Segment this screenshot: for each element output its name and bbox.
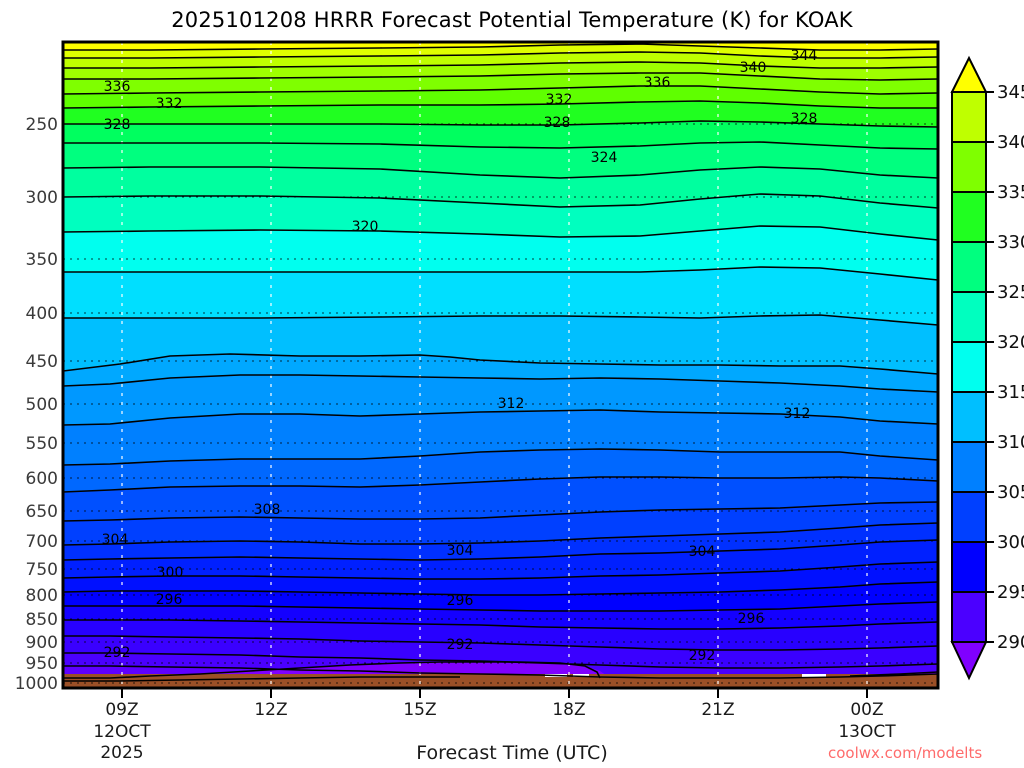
contour-label: 332 (156, 96, 183, 112)
svg-text:296: 296 (447, 593, 474, 609)
contour-label: 336 (644, 75, 671, 91)
x-date-label: 13OCT (838, 722, 896, 742)
svg-text:332: 332 (156, 96, 183, 112)
contour-label: 324 (591, 150, 618, 166)
contour-label-text: 344 (791, 48, 818, 64)
contour-label: 328 (104, 117, 131, 133)
contour-label: 344 (791, 48, 818, 64)
svg-text:328: 328 (104, 117, 131, 133)
plot-frame (61, 40, 940, 690)
colorbar-tick-label: 315 (997, 382, 1024, 403)
contour-lines (63, 43, 938, 682)
contour-label: 296 (738, 611, 765, 627)
colorbar-tick-label: 290 (997, 632, 1024, 653)
svg-text:292: 292 (447, 637, 474, 653)
y-tick-label: 900 (26, 633, 58, 653)
colorbar-tick-label: 310 (997, 432, 1024, 453)
colorbar-tick-label: 305 (997, 482, 1024, 503)
contour-label: 304 (689, 544, 716, 560)
y-tick-label: 400 (26, 304, 58, 324)
contour-label: 292 (689, 648, 716, 664)
horizontal-gridlines (63, 123, 938, 684)
contour-label: 308 (254, 502, 281, 518)
x-tick-label: 15Z (403, 700, 436, 720)
watermark-link[interactable]: coolwx.com/modelts (828, 744, 983, 762)
svg-text:324: 324 (591, 150, 618, 166)
y-tick-label: 500 (26, 395, 58, 415)
x-tick-label: 12Z (254, 700, 287, 720)
contour-label: 292 (447, 637, 474, 653)
y-tick-label: 450 (26, 352, 58, 372)
x-tick-label: 21Z (701, 700, 734, 720)
contour-label: 336 (104, 79, 131, 95)
contour-label: 296 (447, 593, 474, 609)
svg-text:312: 312 (498, 396, 525, 412)
svg-text:304: 304 (689, 544, 716, 560)
contour-label: 328 (791, 111, 818, 127)
svg-text:340: 340 (740, 60, 767, 76)
svg-text:296: 296 (738, 611, 765, 627)
y-tick-label: 550 (26, 434, 58, 454)
y-tick-label: 600 (26, 469, 58, 489)
svg-text:320: 320 (352, 219, 379, 235)
colorbar-tick-label: 330 (997, 232, 1024, 253)
x-date-label: 12OCT (93, 722, 151, 742)
contour-label: 312 (784, 406, 811, 422)
contour-label: 328 (544, 115, 571, 131)
contour-label: 304 (447, 543, 474, 559)
svg-text:336: 336 (644, 75, 671, 91)
colorbar-tick-label: 325 (997, 282, 1024, 303)
svg-text:336: 336 (104, 79, 131, 95)
page-title: 2025101208 HRRR Forecast Potential Tempe… (171, 8, 853, 32)
x-axis: 09Z 12Z 15Z 18Z 21Z 00Z 12OCT 2025 13OCT (93, 688, 896, 763)
y-axis: 250 300 350 400 450 500 550 600 650 700 … (15, 115, 58, 694)
colorbar-tick-label: 320 (997, 332, 1024, 353)
x-tick-label: 18Z (552, 700, 585, 720)
contour-label: 332 (546, 92, 573, 108)
y-tick-label: 650 (26, 502, 58, 522)
y-tick-label: 300 (26, 188, 58, 208)
svg-text:296: 296 (156, 592, 183, 608)
colorbar-tick-label: 345 (997, 82, 1024, 103)
contour-label: 304 (102, 532, 129, 548)
y-tick-label: 950 (26, 654, 58, 674)
contour-label: 340 (740, 60, 767, 76)
contour-label: 312 (498, 396, 525, 412)
svg-text:332: 332 (546, 92, 573, 108)
colorbar-tick-label: 300 (997, 532, 1024, 553)
contour-label: 320 (352, 219, 379, 235)
svg-text:328: 328 (791, 111, 818, 127)
x-tick-label: 09Z (105, 700, 138, 720)
svg-text:328: 328 (544, 115, 571, 131)
contour-label: 292 (104, 645, 131, 661)
y-tick-label: 750 (26, 560, 58, 580)
contour-label-group: 344 340 336 336 332 332 328 328 328 324 … (102, 48, 818, 664)
svg-text:292: 292 (104, 645, 131, 661)
svg-text:308: 308 (254, 502, 281, 518)
contour-label: 300 (157, 565, 184, 581)
y-tick-label: 1000 (15, 674, 58, 694)
svg-text:300: 300 (157, 565, 184, 581)
svg-text:304: 304 (447, 543, 474, 559)
colorbar-tick-label: 295 (997, 582, 1024, 603)
colorbar[interactable]: 345 340 335 330 325 320 315 310 305 300 … (950, 55, 1024, 681)
x-year-label: 2025 (100, 743, 143, 763)
colorbar-tick-label: 335 (997, 182, 1024, 203)
y-tick-label: 700 (26, 532, 58, 552)
y-tick-label: 250 (26, 115, 58, 135)
x-tick-label: 00Z (850, 700, 883, 720)
terrain-band (63, 674, 938, 688)
svg-text:304: 304 (102, 532, 129, 548)
svg-text:292: 292 (689, 648, 716, 664)
x-axis-title: Forecast Time (UTC) (416, 742, 608, 764)
y-tick-label: 800 (26, 586, 58, 606)
y-tick-label: 350 (26, 250, 58, 270)
y-tick-label: 850 (26, 610, 58, 630)
contour-label: 296 (156, 592, 183, 608)
colorbar-tick-label: 340 (997, 132, 1024, 153)
svg-text:312: 312 (784, 406, 811, 422)
